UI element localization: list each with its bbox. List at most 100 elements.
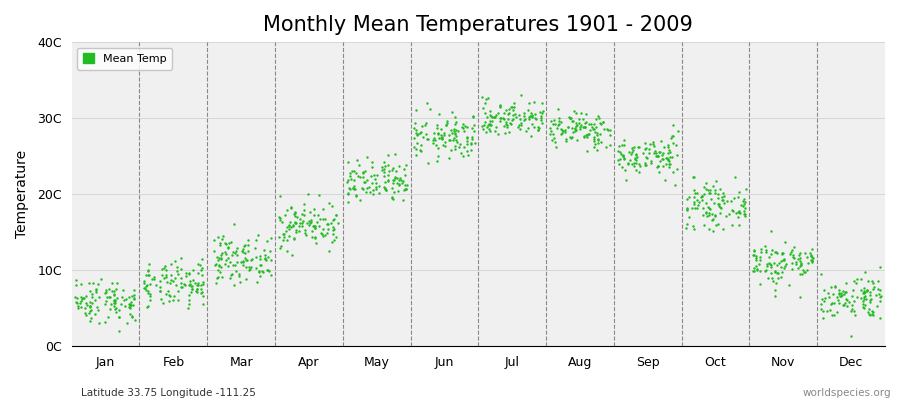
Point: [182, 270, 196, 276]
Point: [125, 314, 140, 320]
Point: [398, 186, 412, 192]
Point: [685, 204, 699, 211]
Point: [845, 302, 859, 308]
Point: [278, 212, 293, 218]
Point: [746, 267, 760, 274]
Point: [502, 110, 517, 116]
Point: [224, 272, 238, 278]
Point: [438, 142, 453, 149]
Point: [273, 245, 287, 252]
Point: [488, 128, 502, 134]
Point: [661, 156, 675, 162]
Point: [238, 242, 253, 248]
Point: [366, 172, 381, 178]
Point: [239, 257, 254, 263]
Point: [580, 132, 594, 138]
Point: [196, 301, 211, 308]
Point: [528, 111, 543, 117]
Point: [735, 197, 750, 204]
Point: [377, 184, 392, 190]
Point: [652, 148, 666, 155]
Point: [572, 116, 586, 122]
Point: [419, 136, 434, 142]
Point: [863, 298, 878, 305]
Point: [638, 162, 652, 168]
Point: [687, 199, 701, 205]
Point: [514, 92, 528, 98]
Point: [166, 297, 180, 303]
Point: [342, 185, 356, 191]
Point: [397, 187, 411, 193]
Point: [571, 122, 585, 128]
Point: [447, 130, 462, 137]
Point: [221, 244, 236, 250]
Point: [454, 140, 468, 147]
Point: [832, 290, 846, 296]
Point: [68, 293, 83, 300]
Point: [90, 281, 104, 287]
Point: [112, 314, 127, 320]
Point: [320, 230, 335, 236]
Point: [109, 309, 123, 316]
Point: [722, 210, 736, 217]
Point: [625, 160, 639, 167]
Point: [846, 286, 860, 293]
Point: [272, 234, 286, 240]
Point: [183, 278, 197, 284]
Point: [166, 293, 181, 300]
Point: [284, 224, 298, 230]
Point: [534, 117, 548, 123]
Point: [392, 176, 406, 183]
Point: [313, 216, 328, 222]
Point: [308, 224, 322, 231]
Point: [642, 146, 656, 152]
Point: [651, 163, 665, 169]
Point: [448, 143, 463, 150]
Point: [856, 300, 870, 307]
Point: [498, 130, 512, 136]
Point: [612, 161, 626, 168]
Point: [306, 223, 320, 229]
Point: [861, 278, 876, 284]
Point: [436, 132, 451, 138]
Point: [688, 205, 702, 211]
Point: [260, 238, 274, 244]
Point: [797, 250, 812, 256]
Point: [770, 270, 784, 276]
Point: [218, 240, 232, 246]
Point: [158, 274, 173, 280]
Point: [680, 207, 694, 214]
Point: [313, 230, 328, 236]
Point: [284, 204, 298, 210]
Point: [412, 130, 427, 136]
Point: [569, 110, 583, 116]
Point: [122, 311, 137, 318]
Point: [196, 281, 211, 287]
Point: [343, 170, 357, 176]
Point: [122, 301, 136, 307]
Point: [697, 191, 711, 197]
Point: [236, 259, 250, 265]
Point: [82, 280, 96, 286]
Point: [732, 189, 746, 195]
Point: [590, 113, 605, 120]
Point: [662, 161, 677, 167]
Text: Latitude 33.75 Longitude -111.25: Latitude 33.75 Longitude -111.25: [81, 388, 256, 398]
Point: [587, 121, 601, 127]
Point: [646, 150, 661, 156]
Point: [142, 261, 157, 268]
Point: [832, 286, 846, 293]
Point: [857, 285, 871, 291]
Point: [558, 127, 572, 134]
Point: [655, 162, 670, 169]
Point: [410, 140, 425, 146]
Point: [775, 269, 789, 275]
Point: [409, 146, 423, 152]
Point: [331, 219, 346, 226]
Point: [856, 304, 870, 310]
Point: [245, 256, 259, 262]
Point: [511, 124, 526, 130]
Point: [299, 232, 313, 238]
Point: [556, 128, 571, 135]
Point: [557, 129, 572, 136]
